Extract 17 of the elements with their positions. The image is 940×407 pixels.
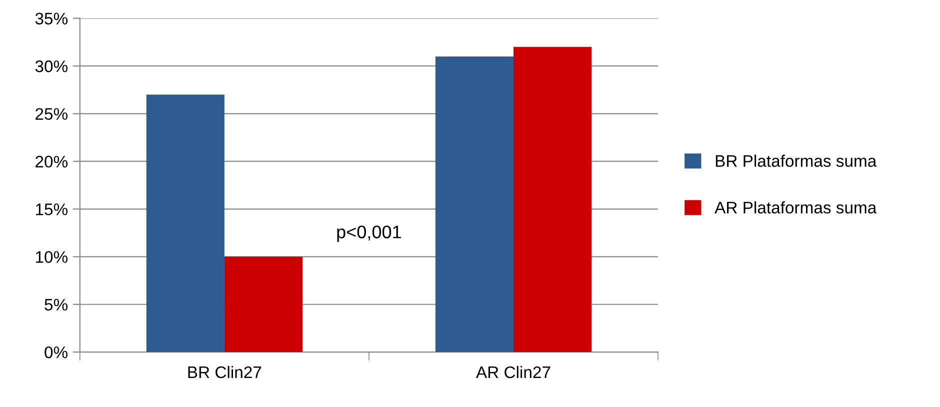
bar xyxy=(224,256,302,352)
y-tick-label: 30% xyxy=(35,60,68,72)
y-tick-label: 35% xyxy=(35,12,68,25)
y-tick-label: 25% xyxy=(36,108,68,120)
legend-label: BR Plataformas suma xyxy=(716,154,877,167)
y-tick-label: 5% xyxy=(44,298,68,311)
bar xyxy=(513,46,592,352)
x-tick-label: AR Clin27 xyxy=(476,366,550,378)
bar xyxy=(435,56,514,352)
bar xyxy=(146,94,224,352)
y-tick-label: 0% xyxy=(44,346,68,358)
x-tick-label: BR Clin27 xyxy=(188,366,262,378)
y-tick-label: 15% xyxy=(36,204,68,216)
y-tick-label: 20% xyxy=(36,156,68,168)
legend-label: AR Plataformas suma xyxy=(714,201,877,214)
y-tick-label: 10% xyxy=(36,251,68,263)
annotation: p<0,001 xyxy=(337,226,401,242)
